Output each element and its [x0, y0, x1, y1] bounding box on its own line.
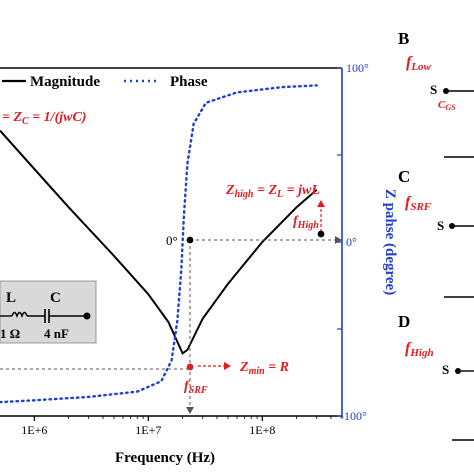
panel-c-freq: fSRF: [405, 194, 432, 213]
circuit-terminal: [83, 312, 91, 320]
panel-b-source: S: [430, 82, 437, 97]
zmin-arrowhead: [224, 362, 231, 370]
zero-phase-arrowhead: [335, 236, 342, 244]
circuit-background: [0, 280, 97, 344]
panel-b-freq: fLow: [406, 54, 432, 73]
guide-lines: [0, 200, 342, 414]
series-magnitude-line: [0, 129, 318, 355]
zmin-equation: Zmin = R: [239, 360, 289, 377]
capacitance-value: 4 nF: [44, 326, 69, 341]
panel-c-source: S: [437, 218, 444, 233]
srf-down-arrowhead: [186, 407, 194, 414]
zhigh-equation: Zhigh = ZL = jwL: [225, 183, 320, 200]
panel-b-cgs: CGS: [438, 99, 456, 112]
right-axis-tick-labels: 100° 0° -100°: [340, 61, 369, 423]
panel-c-letter: C: [398, 167, 410, 186]
resistance-value: 1 Ω: [0, 326, 20, 341]
panel-d-freq: fHigh: [405, 340, 434, 359]
x-tick-label-1e7: 1E+7: [135, 423, 161, 437]
fhigh-arrowhead: [317, 200, 325, 207]
panel-d-source: S: [442, 362, 449, 377]
legend-magnitude-label: Magnitude: [30, 74, 100, 90]
y2-tick-label-0: 0°: [346, 235, 357, 249]
series-phase-line: [0, 84, 318, 404]
zero-phase-marker: [186, 236, 194, 244]
capacitor-label: C: [50, 290, 61, 306]
fhigh-label: fHigh: [293, 214, 319, 231]
zero-phase-left-label: 0°: [166, 233, 178, 248]
x-tick-labels: 1E+6 1E+7 1E+8: [21, 423, 275, 437]
inductor-symbol: [11, 311, 28, 319]
srf-marker: [186, 363, 194, 371]
panel-d-letter: D: [398, 312, 410, 331]
y2-tick-label-100: 100°: [346, 61, 369, 75]
circuit-inset: L C 1 Ω 4 nF: [0, 280, 97, 344]
y2-tick-label-neg100: -100°: [340, 409, 367, 423]
inductor-label: L: [6, 290, 16, 306]
x-axis-label: Frequency (Hz): [115, 450, 215, 466]
zc-equation: = ZC = 1/(jwC): [2, 110, 86, 127]
right-axis-title: Z pahse (degree): [382, 189, 398, 295]
x-axis-ticks: [33, 416, 343, 421]
x-tick-label-1e6: 1E+6: [21, 423, 47, 437]
fhigh-marker: [317, 230, 325, 238]
annotations: = ZC = 1/(jwC) Zhigh = ZL = jwL fHigh Zm…: [2, 110, 320, 396]
fsrf-label: fSRF: [184, 379, 208, 396]
legend-phase-label: Phase: [170, 74, 208, 90]
panel-b-letter: B: [398, 29, 409, 48]
x-tick-label-1e8: 1E+8: [249, 423, 275, 437]
side-panels: B fLow S CGS C fSRF S D fHigh S: [398, 29, 474, 441]
legend: Magnitude Phase: [2, 74, 208, 90]
